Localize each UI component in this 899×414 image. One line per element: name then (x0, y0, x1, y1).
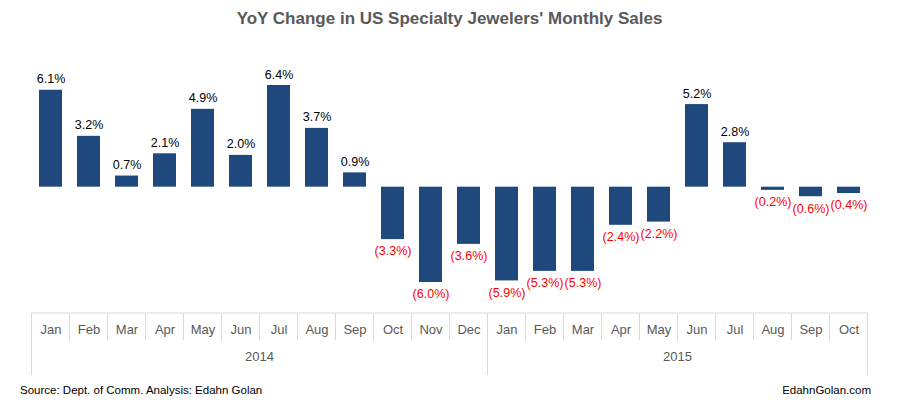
svg-text:(6.0%): (6.0%) (413, 287, 450, 301)
svg-text:Jan: Jan (497, 322, 518, 337)
svg-text:Oct: Oct (839, 322, 860, 337)
svg-text:0.7%: 0.7% (113, 158, 142, 172)
svg-text:(2.2%): (2.2%) (641, 227, 678, 241)
svg-text:Dec: Dec (457, 322, 481, 337)
svg-text:(0.6%): (0.6%) (793, 202, 830, 216)
svg-text:Apr: Apr (611, 322, 632, 337)
svg-text:(3.6%): (3.6%) (451, 249, 488, 263)
svg-text:(5.3%): (5.3%) (565, 276, 602, 290)
html-text:YoY Change in US Specialty Jew: YoY Change in US Specialty Jewelers' Mon… (236, 9, 663, 28)
svg-text:0.9%: 0.9% (341, 155, 370, 169)
svg-text:May: May (191, 322, 216, 337)
svg-text:Sep: Sep (343, 322, 366, 337)
svg-text:5.2%: 5.2% (683, 87, 712, 101)
svg-text:Aug: Aug (305, 322, 328, 337)
svg-text:Feb: Feb (78, 322, 100, 337)
svg-text:Mar: Mar (116, 322, 139, 337)
svg-text:6.1%: 6.1% (37, 72, 66, 86)
svg-text:Mar: Mar (572, 322, 595, 337)
svg-text:Jul: Jul (727, 322, 744, 337)
svg-text:Jan: Jan (41, 322, 62, 337)
svg-text:4.9%: 4.9% (189, 91, 218, 105)
svg-text:Jul: Jul (271, 322, 288, 337)
svg-text:(0.2%): (0.2%) (755, 195, 792, 209)
html-text:Source: Dept. of Comm. Analysi: Source: Dept. of Comm. Analysis: Edahn G… (20, 384, 263, 396)
svg-text:(3.3%): (3.3%) (375, 244, 412, 258)
svg-text:(5.3%): (5.3%) (527, 276, 564, 290)
svg-text:Apr: Apr (155, 322, 176, 337)
html-text:EdahnGolan.com: EdahnGolan.com (782, 384, 871, 396)
svg-text:Nov: Nov (419, 322, 443, 337)
svg-text:Oct: Oct (383, 322, 404, 337)
svg-text:3.2%: 3.2% (75, 118, 104, 132)
svg-text:May: May (647, 322, 672, 337)
svg-text:Aug: Aug (761, 322, 784, 337)
svg-text:(2.4%): (2.4%) (603, 230, 640, 244)
svg-text:Jun: Jun (687, 322, 708, 337)
svg-text:Jun: Jun (231, 322, 252, 337)
svg-text:2015: 2015 (663, 349, 692, 364)
svg-text:Feb: Feb (534, 322, 556, 337)
svg-text:(5.9%): (5.9%) (489, 286, 526, 300)
svg-text:2.0%: 2.0% (227, 137, 256, 151)
svg-text:2014: 2014 (245, 349, 274, 364)
svg-text:Sep: Sep (799, 322, 822, 337)
svg-text:2.8%: 2.8% (721, 125, 750, 139)
svg-text:(0.4%): (0.4%) (831, 198, 868, 212)
svg-text:6.4%: 6.4% (265, 68, 294, 82)
svg-text:3.7%: 3.7% (303, 110, 332, 124)
svg-text:2.1%: 2.1% (151, 136, 180, 150)
